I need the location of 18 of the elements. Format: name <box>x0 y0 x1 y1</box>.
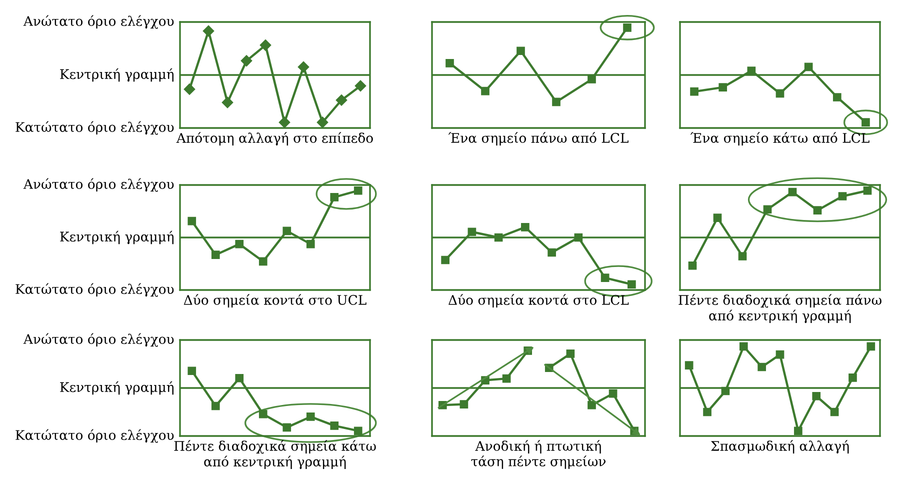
x-axis-title: Δύο σημεία κοντά στο UCL <box>184 294 366 308</box>
text: Κατώτατο όριο ελέγχου <box>16 283 174 297</box>
text: Κατώτατο όριο ελέγχου <box>16 121 174 135</box>
x-axis-title: Ένα σημείο πάνω από LCL <box>448 132 628 146</box>
x-axis-title: Πέντε διαδοχικά σημεία πάνω από κεντρική γραμμή <box>678 294 882 324</box>
x-axis-title: Ένα σημείο κάτω από LCL <box>690 132 870 146</box>
x-axis-title: Δύο σημεία κοντά στο LCL <box>448 294 629 308</box>
text: Κεντρική γραμμή <box>60 381 174 395</box>
text: Κεντρική γραμμή <box>60 230 174 244</box>
text: Κατώτατο όριο ελέγχου <box>16 429 174 443</box>
x-axis-title: Απότομη αλλαγή στο επίπεδο <box>176 132 373 146</box>
x-axis-title: Σπασμωδική αλλαγή <box>711 440 849 454</box>
x-axis-title: Ανοδική ή πτωτική τάση πέντε σημείων <box>471 440 606 469</box>
x-axis-title: Πέντε διαδοχικά σημεία κάτω από κεντρική γραμμή <box>174 440 376 470</box>
text: Ανώτατο όριο ελέγχου <box>23 15 174 29</box>
text: Κεντρική γραμμή <box>60 68 174 82</box>
text: Ανώτατο όριο ελέγχου <box>23 333 174 347</box>
text: Ανώτατο όριο ελέγχου <box>23 178 174 192</box>
